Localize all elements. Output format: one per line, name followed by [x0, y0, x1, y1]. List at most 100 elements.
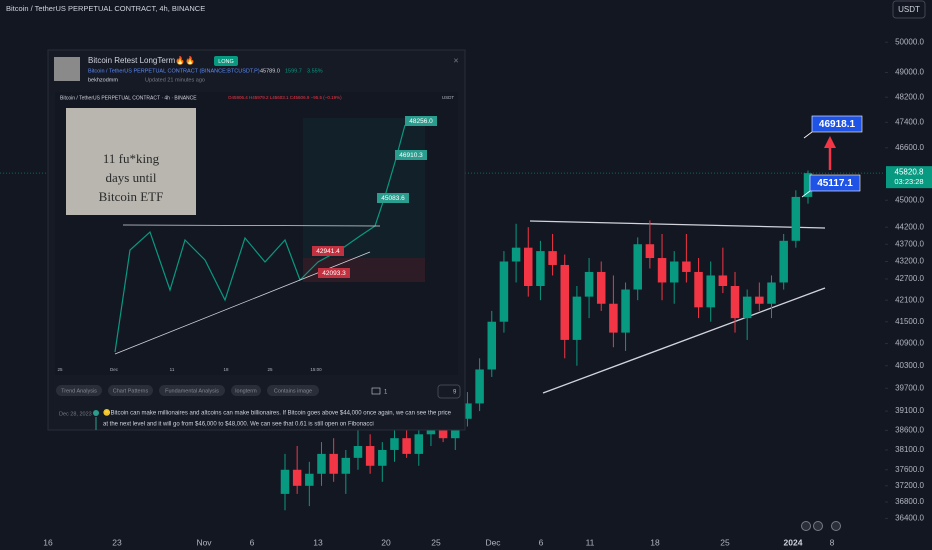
candle-body — [755, 296, 764, 304]
mini-price-box — [312, 246, 344, 256]
x-tick-label: 25 — [431, 537, 441, 547]
y-tick-label: 46600.0 — [895, 143, 924, 152]
candle-body — [682, 261, 691, 272]
candle-body — [305, 473, 314, 486]
avatar — [54, 57, 80, 81]
mini-price-box — [395, 150, 427, 160]
mini-price-label: 48256.0 — [409, 118, 433, 125]
x-tick-label: 6 — [250, 537, 255, 547]
annotation-pointer — [803, 131, 813, 139]
mini-currency: USDT — [442, 95, 455, 100]
comment-count: 1 — [384, 390, 388, 396]
x-tick-label: 20 — [381, 537, 391, 547]
y-tick-label: 48200.0 — [895, 92, 924, 101]
candle-body — [803, 173, 813, 197]
x-tick-label: 25 — [720, 537, 730, 547]
candle-body — [742, 296, 752, 319]
mini-price-label: 46910.3 — [399, 152, 423, 159]
candle-body — [633, 244, 642, 290]
y-tick-label: 37600.0 — [895, 465, 924, 474]
candle-body — [584, 271, 594, 297]
tag-pill[interactable] — [108, 385, 153, 396]
price-annotation: 46918.1 — [819, 119, 856, 130]
y-tick-label: 42100.0 — [895, 295, 924, 304]
y-tick-label: 47400.0 — [895, 117, 924, 126]
y-tick-label: 50000.0 — [895, 37, 924, 46]
y-tick-label: 40900.0 — [895, 339, 924, 348]
x-tick-label: 23 — [112, 537, 122, 547]
x-tick-label: 2024 — [784, 537, 803, 547]
idea-change-pct: 3.55% — [307, 68, 323, 74]
status-icon[interactable] — [813, 521, 823, 531]
y-tick-label: 36400.0 — [895, 514, 924, 523]
y-tick-label: 40300.0 — [895, 361, 924, 370]
mini-x-label: 25 — [267, 367, 273, 372]
close-button[interactable]: × — [453, 55, 458, 65]
x-tick-label: 11 — [586, 537, 595, 547]
mini-price-box — [377, 193, 409, 203]
tag-pill[interactable] — [159, 385, 225, 396]
status-icon[interactable] — [801, 521, 811, 531]
mini-price-label: 42093.3 — [322, 270, 346, 277]
y-tick-label: 37200.0 — [895, 481, 924, 490]
idea-change: 1599.7 — [285, 68, 302, 74]
y-tick-label: 44200.0 — [895, 222, 924, 231]
mini-ohlc: O45906.4 H45979.2 L45603.1 C45606.9 −95.… — [228, 95, 342, 100]
mini-price-box — [405, 116, 437, 126]
image-caption: days until — [106, 170, 157, 185]
idea-symbol: Bitcoin / TetherUS PERPETUAL CONTRACT (B… — [88, 68, 260, 74]
candle-body — [560, 264, 570, 340]
mini-price-label: 42941.4 — [316, 248, 340, 255]
y-tick-label: 43700.0 — [895, 239, 924, 248]
boost-button[interactable] — [437, 384, 461, 399]
last-price-label: 45820.8 — [895, 167, 924, 176]
mini-price-box — [318, 268, 350, 278]
mini-zone — [303, 118, 425, 258]
candle-body — [341, 457, 351, 474]
candle-body — [718, 275, 728, 287]
last-price-badge — [886, 166, 932, 189]
candle-body — [463, 403, 472, 419]
candle-body — [779, 240, 788, 283]
boost-count: 9 — [453, 390, 457, 396]
tag-pill[interactable] — [56, 385, 102, 396]
candle-body — [536, 251, 545, 287]
mini-x-label: Dec — [110, 367, 119, 372]
candle-body — [390, 438, 399, 450]
candle-body — [487, 321, 497, 370]
x-tick-label: 16 — [43, 537, 53, 547]
image-caption: 11 fu*king — [103, 151, 160, 166]
candle-body — [596, 271, 606, 304]
price-annotation-box — [809, 174, 861, 192]
candle-body — [706, 275, 715, 308]
mini-trend-line — [122, 224, 381, 227]
y-tick-label: 39100.0 — [895, 406, 924, 415]
candle-body — [365, 446, 375, 466]
y-tick-label: 39700.0 — [895, 383, 924, 392]
price-annotation: 45117.1 — [817, 178, 853, 189]
candle-body — [645, 244, 655, 259]
status-icon[interactable] — [831, 521, 841, 531]
mini-x-label: 18 — [223, 367, 229, 372]
y-tick-label: 43200.0 — [895, 257, 924, 266]
tag-label: Chart Patterns — [113, 388, 149, 394]
idea-title: Bitcoin Retest LongTerm🔥🔥 — [88, 55, 195, 65]
image-caption: Bitcoin ETF — [99, 189, 164, 204]
long-badge — [214, 56, 238, 66]
candle-body — [767, 282, 776, 304]
embedded-image — [66, 108, 196, 215]
candle-body — [414, 434, 424, 454]
candle-body — [548, 251, 557, 265]
timeline-dot — [93, 410, 99, 416]
countdown-label: 03:23:28 — [894, 177, 923, 186]
arrow-head — [824, 136, 836, 148]
currency-button[interactable] — [892, 0, 926, 19]
candle-body — [402, 438, 411, 454]
idea-date: Dec 28, 2023 — [59, 411, 92, 417]
candle-body — [317, 453, 326, 474]
comment-icon[interactable] — [371, 387, 381, 395]
tag-pill[interactable] — [267, 385, 319, 396]
tag-pill[interactable] — [231, 385, 261, 396]
long-badge-label: LONG — [218, 59, 234, 65]
